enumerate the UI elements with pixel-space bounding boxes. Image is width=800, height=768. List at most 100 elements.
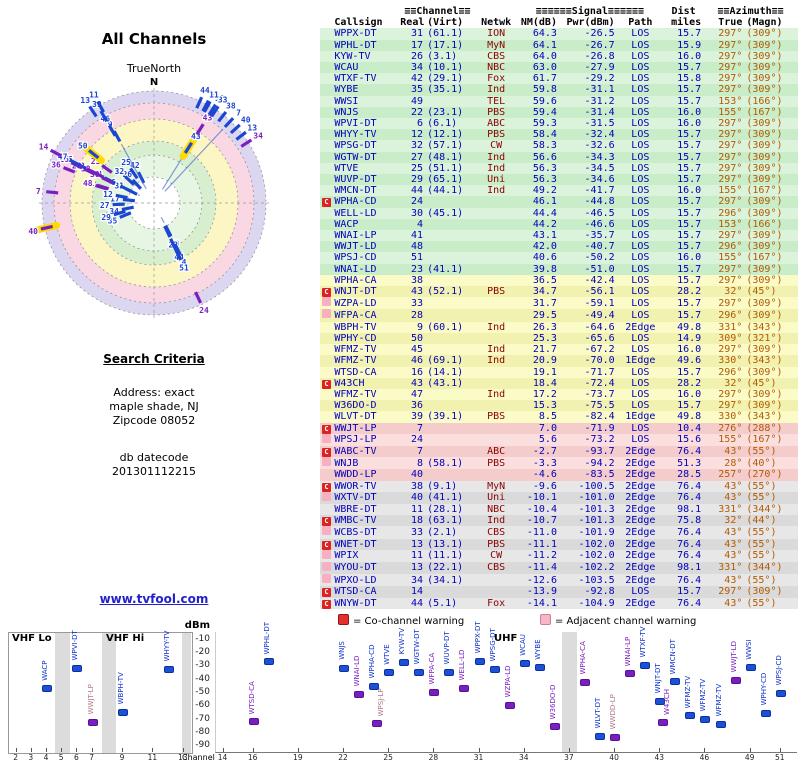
- co-channel-warning-icon: C: [322, 198, 331, 208]
- callsign[interactable]: WPIX: [334, 550, 359, 562]
- channel-tick-label: 51: [774, 753, 785, 762]
- callsign[interactable]: WTSD-CA: [334, 586, 377, 598]
- channel-virt: (65.1): [427, 174, 464, 186]
- callsign[interactable]: WNJS: [334, 106, 359, 118]
- dist-miles: 15.7: [677, 129, 702, 141]
- channel-tick-label: 43: [654, 753, 665, 762]
- callsign[interactable]: WFMZ-TV: [334, 344, 377, 356]
- callsign[interactable]: WNYW-DT: [334, 597, 377, 609]
- azimuth-true: 296°: [718, 366, 743, 378]
- callsign[interactable]: WPHL-DT: [334, 39, 377, 51]
- callsign[interactable]: WFMZ-TV: [334, 388, 377, 400]
- table-row: WPHA-CA 38 36.5 -42.4 LOS 15.7 297° (309°): [320, 274, 798, 287]
- callsign[interactable]: WPSG-DT: [334, 140, 377, 152]
- callsign[interactable]: WNET-DT: [334, 538, 377, 550]
- radar-channel-label: 13: [247, 123, 257, 132]
- azimuth-true: 43°: [724, 574, 743, 586]
- channel-real: 31: [411, 28, 424, 40]
- pwr-dbm: -32.6: [584, 140, 615, 152]
- channel-real: 40: [411, 469, 424, 481]
- station-label: W43CH: [663, 688, 672, 715]
- callsign[interactable]: WGTW-DT: [334, 151, 377, 163]
- azimuth-true: 331°: [718, 503, 743, 515]
- callsign[interactable]: WPHA-CA: [334, 274, 377, 286]
- callsign[interactable]: WFMZ-TV: [334, 355, 377, 367]
- station-table: ≡≡Channel≡≡ ≡≡≡≡≡≡Signal≡≡≡≡≡≡ Dist ≡≡Az…: [320, 6, 798, 609]
- callsign[interactable]: WHYY-TV: [334, 129, 377, 141]
- channel-tick-label: 2: [13, 753, 18, 762]
- signal-marker: [354, 690, 365, 698]
- dist-miles: 76.4: [677, 492, 702, 504]
- channel-real: 26: [411, 50, 424, 62]
- path: LOS: [631, 388, 650, 400]
- callsign[interactable]: WBPH-TV: [334, 321, 377, 333]
- callsign[interactable]: WPSJ-CD: [334, 252, 377, 264]
- callsign[interactable]: WNJB: [334, 457, 359, 469]
- callsign[interactable]: WZPA-LD: [334, 297, 377, 309]
- callsign[interactable]: WMCN-DT: [334, 185, 377, 197]
- dbm-tick-label: -20: [195, 646, 210, 657]
- callsign[interactable]: WXTV-DT: [334, 492, 377, 504]
- callsign[interactable]: WNAI-LP: [334, 230, 377, 242]
- azimuth-group-header: ≡≡Azimuth≡≡: [703, 6, 798, 18]
- callsign[interactable]: WBRE-DT: [334, 503, 377, 515]
- callsign[interactable]: WTSD-CA: [334, 366, 377, 378]
- callsign[interactable]: WPVI-DT: [334, 118, 377, 130]
- dist-miles: 15.7: [677, 366, 702, 378]
- azimuth-magn: (270°): [746, 469, 783, 481]
- radar-station-tick: [202, 100, 212, 113]
- callsign[interactable]: WCAU: [334, 62, 359, 74]
- network: ABC: [487, 118, 506, 130]
- table-row: WUVP-DT 29 (65.1) Uni 56.3 -34.6 LOS 15.7 297° (3…: [320, 174, 798, 186]
- callsign[interactable]: WNJT-DT: [334, 286, 377, 298]
- callsign[interactable]: WTXF-TV: [334, 73, 377, 85]
- datecode-label: db datecode: [119, 451, 189, 464]
- dist-miles: 15.8: [677, 73, 702, 85]
- nm-db: 40.6: [532, 252, 557, 264]
- pwr-dbm: -50.2: [584, 252, 615, 264]
- station-label: WELL-LD: [458, 649, 467, 681]
- callsign[interactable]: WWSI: [334, 95, 359, 107]
- channel-real: 30: [411, 207, 424, 219]
- channel-tick-mark: [152, 748, 154, 752]
- channel-tick-mark: [749, 748, 751, 752]
- signal-marker: [459, 684, 470, 692]
- callsign[interactable]: WPHA-CD: [334, 196, 377, 208]
- callsign[interactable]: WABC-TV: [334, 445, 377, 457]
- channel-tick-mark: [15, 748, 17, 752]
- tvfool-link[interactable]: www.tvfool.com: [99, 592, 209, 606]
- table-row: WFPA-CA 28 29.5 -49.4 LOS 15.7 296° (309°): [320, 309, 798, 322]
- callsign[interactable]: WWDD-LP: [334, 469, 377, 481]
- callsign[interactable]: WMBC-TV: [334, 515, 377, 527]
- callsign[interactable]: WPHY-CD: [334, 332, 377, 344]
- callsign[interactable]: W36DO-D: [334, 400, 377, 412]
- true-north-label: TrueNorth: [126, 62, 182, 75]
- callsign[interactable]: WTVE: [334, 162, 359, 174]
- channel-tick-label: 46: [699, 753, 710, 762]
- callsign[interactable]: WPPX-DT: [334, 28, 377, 40]
- callsign[interactable]: WYBE: [334, 84, 359, 96]
- callsign[interactable]: KYW-TV: [334, 50, 371, 62]
- callsign[interactable]: WACP: [334, 218, 359, 230]
- callsign[interactable]: WNAI-LD: [334, 263, 377, 275]
- callsign[interactable]: WPSJ-LP: [334, 434, 377, 446]
- callsign[interactable]: WLVT-DT: [334, 411, 377, 423]
- callsign[interactable]: WWOR-TV: [334, 480, 377, 492]
- callsign[interactable]: W43CH: [334, 377, 365, 389]
- callsign[interactable]: WWJT-LD: [334, 241, 377, 253]
- callsign[interactable]: WYOU-DT: [334, 562, 377, 574]
- callsign[interactable]: WCBS-DT: [334, 526, 377, 538]
- channel-tick-label: 7: [89, 753, 94, 762]
- dist-miles: 15.7: [677, 230, 702, 242]
- callsign[interactable]: WWJT-LP: [334, 422, 377, 434]
- azimuth-true: 297°: [718, 129, 743, 141]
- azimuth-magn: (309°): [746, 400, 783, 412]
- azimuth-magn: (55°): [746, 492, 777, 504]
- pwr-dbm: -103.5: [578, 574, 615, 586]
- callsign[interactable]: WFPA-CA: [334, 309, 377, 321]
- callsign[interactable]: WUVP-DT: [334, 174, 377, 186]
- callsign[interactable]: WPXO-LD: [334, 574, 377, 586]
- azimuth-true: 297°: [718, 84, 743, 96]
- azimuth-magn: (309°): [746, 39, 783, 51]
- callsign[interactable]: WELL-LD: [334, 207, 377, 219]
